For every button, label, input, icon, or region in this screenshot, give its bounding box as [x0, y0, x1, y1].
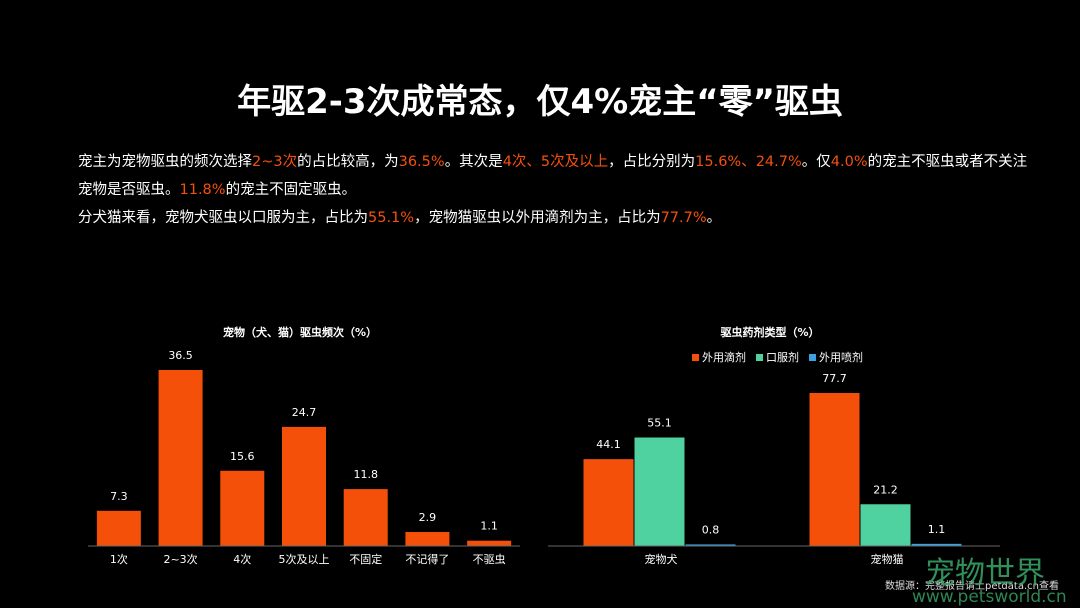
x-tick-label: 不驱虫: [473, 553, 506, 566]
data-label: 44.1: [596, 438, 621, 451]
paragraph: 分犬猫来看，宠物犬驱虫以口服为主，占比为55.1%，宠物猫驱虫以外用滴剂为主，占…: [78, 204, 1038, 232]
data-label: 0.8: [702, 523, 720, 536]
highlight-text: 36.5%: [398, 154, 445, 170]
bar: [634, 437, 685, 546]
x-tick-label: 1次: [110, 552, 128, 566]
highlight-text: 15.6%、24.7%: [695, 154, 802, 170]
text: 。仅: [801, 154, 831, 170]
data-label: 11.8: [353, 468, 378, 481]
x-tick-label: 不固定: [349, 552, 382, 566]
watermark: 宠物世界: [925, 556, 1045, 591]
highlight-text: 4.0%: [830, 154, 868, 170]
highlight-text: 11.8%: [179, 182, 226, 198]
data-label: 24.7: [292, 406, 317, 419]
text: 。其次是: [444, 154, 503, 170]
highlight-text: 2~3次: [252, 154, 298, 170]
bar: [220, 470, 265, 546]
x-tick-label: 宠物猫: [871, 552, 904, 566]
x-tick-label: 宠物犬: [645, 552, 678, 566]
text: 。: [706, 210, 722, 226]
data-label: 1.1: [928, 523, 946, 536]
x-tick-label: 4次: [233, 552, 251, 566]
bar: [911, 543, 962, 546]
highlight-text: 55.1%: [368, 210, 415, 226]
text: 的宠主不驱虫或者不关注宠物是否驱虫。: [78, 154, 1028, 198]
bar: [583, 459, 634, 546]
source-note: 数据源：完整报告请上petdata.cn查看: [885, 579, 1059, 592]
data-label: 7.3: [110, 490, 128, 503]
chart-title: 宠物（犬、猫）驱虫频次（%）: [223, 325, 377, 339]
legend-swatch: [809, 354, 816, 361]
bar: [467, 540, 512, 546]
bar: [860, 504, 911, 546]
description: 宠主为宠物驱虫的频次选择2~3次的占比较高，为36.5%。其次是4次、5次及以上…: [78, 148, 1038, 232]
legend-label: 外用喷剂: [819, 350, 863, 364]
x-tick-label: 5次及以上: [279, 552, 330, 566]
highlight-text: 4次、5次及以上: [502, 154, 609, 170]
bar: [809, 393, 860, 546]
paragraph: 宠主为宠物驱虫的频次选择2~3次的占比较高，为36.5%。其次是4次、5次及以上…: [78, 148, 1038, 204]
bar: [282, 426, 326, 546]
chart-title: 驱虫药剂类型（%）: [720, 325, 819, 339]
bar: [96, 510, 141, 546]
text: ，宠物猫驱虫以外用滴剂为主，占比为: [414, 210, 661, 226]
bar: [158, 370, 203, 546]
data-label: 21.2: [873, 483, 898, 496]
slide-title: 年驱2-3次成常态，仅4%宠主“零”驱虫: [237, 82, 843, 122]
data-label: 55.1: [647, 417, 672, 430]
data-label: 36.5: [168, 349, 193, 362]
data-label: 15.6: [230, 450, 255, 463]
bar: [685, 544, 736, 546]
data-label: 2.9: [419, 511, 437, 524]
data-label: 77.7: [822, 372, 847, 385]
legend-label: 外用滴剂: [702, 350, 746, 364]
highlight-text: 77.7%: [660, 210, 707, 226]
bar: [405, 532, 450, 546]
text: 的宠主不固定驱虫。: [225, 182, 357, 198]
text: ，占比分别为: [608, 154, 696, 170]
legend-swatch: [756, 354, 763, 361]
text: 宠主为宠物驱虫的频次选择: [78, 154, 252, 170]
text: 的占比较高，为: [297, 154, 399, 170]
watermark-url: www.petsworld.cn: [912, 587, 1067, 607]
text: 分犬猫来看，宠物犬驱虫以口服为主，占比为: [78, 210, 368, 226]
data-label: 1.1: [480, 520, 498, 533]
x-tick-label: 2~3次: [163, 552, 197, 566]
x-tick-label: 不记得了: [405, 553, 449, 566]
bar: [343, 489, 388, 546]
legend-swatch: [692, 354, 699, 361]
legend-label: 口服剂: [766, 350, 799, 364]
